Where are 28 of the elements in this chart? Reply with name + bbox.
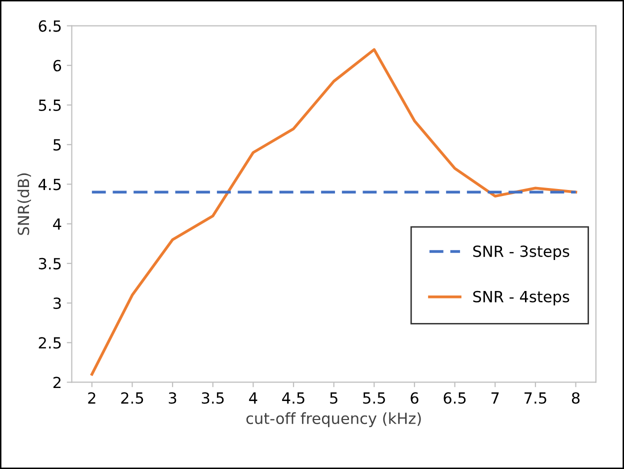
x-tick-label: 6	[410, 392, 418, 404]
x-tick-label: 4	[249, 392, 258, 404]
x-tick-label: 8	[572, 392, 580, 404]
y-tick-label: 3	[53, 297, 61, 310]
x-tick-label: 5.5	[363, 392, 385, 404]
legend-label: SNR - 3steps	[473, 246, 570, 260]
x-tick-label: 5	[330, 392, 338, 404]
x-axis-title: cut-off frequency (kHz)	[246, 412, 421, 428]
y-tick-label: 6	[53, 60, 62, 72]
line-series	[90, 48, 578, 376]
x-tick-label: 7.5	[524, 392, 546, 404]
x-tick-label: 3.5	[202, 392, 224, 404]
x-tick-label: 3	[168, 392, 176, 404]
y-tick-label: 4.5	[38, 178, 61, 190]
y-tick-label: 3.5	[38, 258, 61, 270]
y-tick-label: 5.5	[38, 100, 61, 112]
y-tick-label: 2.5	[38, 337, 61, 349]
x-tick-label: 7	[492, 392, 499, 404]
y-tick-label: 5	[53, 139, 61, 151]
y-tick-label: 4	[53, 218, 62, 230]
x-tick-label: 2	[88, 392, 96, 404]
y-axis-title: SNR(dB)	[17, 173, 32, 235]
y-tick-label: 6.5	[38, 20, 61, 32]
legend-label: SNR - 4steps	[473, 290, 570, 306]
y-tick-label: 2	[53, 376, 61, 388]
x-tick-label: 4.5	[282, 392, 304, 404]
x-tick-label: 2.5	[121, 392, 144, 404]
x-tick-label: 6.5	[444, 392, 466, 404]
